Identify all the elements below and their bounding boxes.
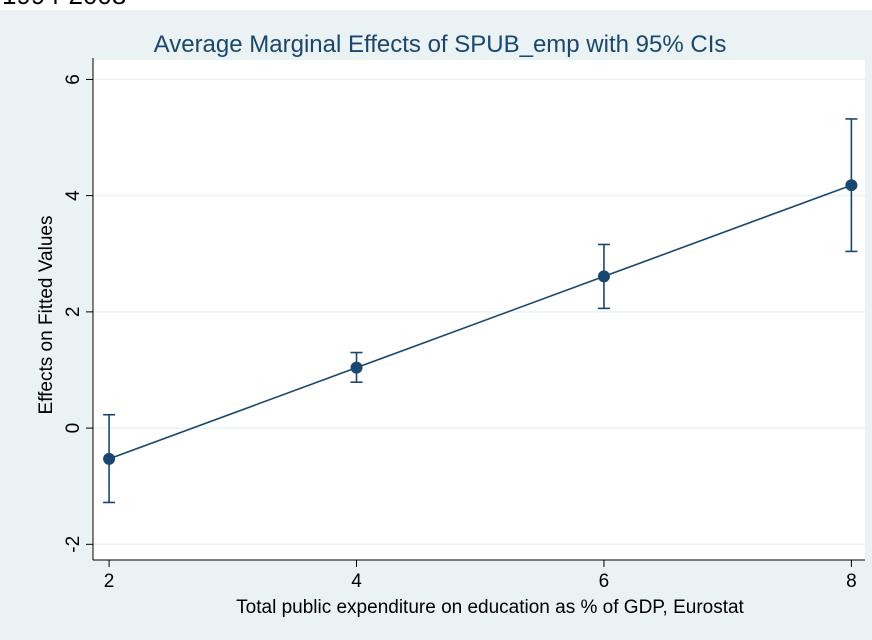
- y-axis-label: Effects on Fitted Values: [36, 216, 57, 415]
- x-tick-label: 2: [104, 571, 115, 592]
- y-tick-label: 6: [63, 74, 84, 85]
- x-tick-label: 6: [599, 571, 610, 592]
- point: [103, 452, 116, 465]
- x-tick-label: 8: [846, 571, 857, 592]
- y-tick-label: 0: [63, 423, 84, 434]
- point: [845, 179, 858, 192]
- point: [597, 270, 610, 283]
- chart-title: Average Marginal Effects of SPUB_emp wit…: [154, 31, 727, 58]
- subtitle: 1994-2008: [2, 0, 126, 10]
- point: [350, 361, 363, 374]
- x-axis-label: Total public expenditure on education as…: [236, 597, 744, 618]
- x-tick-label: 4: [351, 571, 362, 592]
- y-tick-label: 4: [63, 190, 84, 201]
- y-tick-label: -2: [63, 536, 84, 553]
- plot-bg: [93, 60, 865, 560]
- y-tick-label: 2: [63, 307, 84, 318]
- line: [108, 184, 852, 460]
